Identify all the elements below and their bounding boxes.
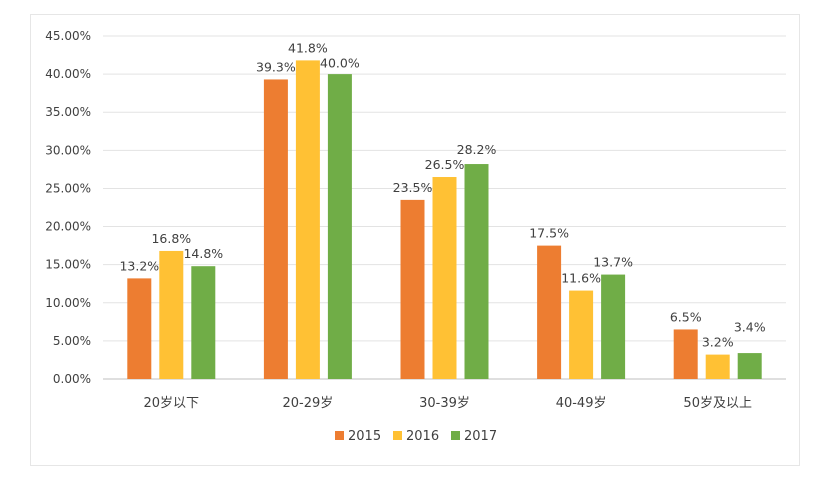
- legend-label: 2015: [348, 429, 381, 444]
- y-tick-label: 45.00%: [45, 29, 91, 43]
- x-tick-label: 30-39岁: [419, 396, 470, 411]
- x-tick-label: 20岁以下: [144, 396, 200, 411]
- data-labels: 13.2% 16.8%14.8% 39.3% 41.8%40.0% 23.5% 26.5%…: [119, 40, 765, 349]
- data-label: 26.5%: [425, 157, 465, 172]
- legend-label: 2016: [406, 429, 439, 444]
- x-axis: 20岁以下 20-29岁 30-39岁 40-49岁 50岁及以上: [144, 396, 752, 411]
- data-label: 40.0%: [320, 55, 360, 70]
- y-tick-label: 5.00%: [53, 334, 91, 348]
- bar-2016-1: [295, 60, 320, 379]
- data-label: 39.3%: [256, 59, 296, 74]
- data-label: 13.2%: [119, 258, 159, 273]
- data-label: 41.8%: [288, 40, 328, 55]
- data-label: 28.2%: [457, 142, 497, 157]
- bar-2015-1: [263, 79, 288, 380]
- y-tick-label: 30.00%: [45, 143, 91, 157]
- data-label: 17.5%: [529, 226, 569, 241]
- bar-2017-4: [737, 353, 762, 379]
- y-tick-label: 20.00%: [45, 220, 91, 234]
- y-tick-label: 40.00%: [45, 67, 91, 81]
- bar-2015-0: [127, 278, 152, 379]
- legend: 2015 2016 2017: [335, 429, 497, 444]
- y-tick-label: 35.00%: [45, 105, 91, 119]
- bar-2017-0: [191, 266, 216, 379]
- gridlines: [103, 35, 786, 380]
- bar-2015-2: [400, 199, 425, 379]
- legend-label: 2017: [464, 429, 497, 444]
- bar-2015-3: [537, 245, 562, 379]
- y-axis: 0.00% 5.00% 10.00% 15.00% 20.00% 25.00% 30.00%…: [45, 29, 91, 386]
- data-label: 3.2%: [702, 335, 734, 350]
- legend-swatch: [393, 431, 402, 440]
- bar-2016-2: [432, 177, 457, 379]
- data-label: 3.4%: [734, 320, 766, 335]
- x-tick-label: 40-49岁: [556, 396, 607, 411]
- data-label: 6.5%: [670, 309, 702, 324]
- legend-swatch: [335, 431, 344, 440]
- bars: [127, 60, 762, 380]
- y-tick-label: 0.00%: [53, 372, 91, 386]
- y-tick-label: 10.00%: [45, 296, 91, 310]
- bar-2017-2: [464, 164, 489, 379]
- data-label: 14.8%: [183, 246, 223, 261]
- bar-2015-4: [673, 329, 698, 379]
- bar-2016-4: [705, 354, 730, 379]
- legend-swatch: [451, 431, 460, 440]
- bar-2016-3: [569, 290, 594, 379]
- bar-2017-3: [601, 274, 626, 379]
- y-tick-label: 25.00%: [45, 181, 91, 195]
- x-tick-label: 20-29岁: [283, 396, 334, 411]
- x-tick-label: 50岁及以上: [683, 396, 752, 411]
- y-tick-label: 15.00%: [45, 258, 91, 272]
- data-label: 16.8%: [151, 231, 191, 246]
- data-label: 11.6%: [561, 271, 601, 286]
- bar-2017-1: [327, 74, 352, 379]
- bar-2016-0: [159, 250, 184, 379]
- data-label: 23.5%: [393, 180, 433, 195]
- data-label: 13.7%: [593, 255, 633, 270]
